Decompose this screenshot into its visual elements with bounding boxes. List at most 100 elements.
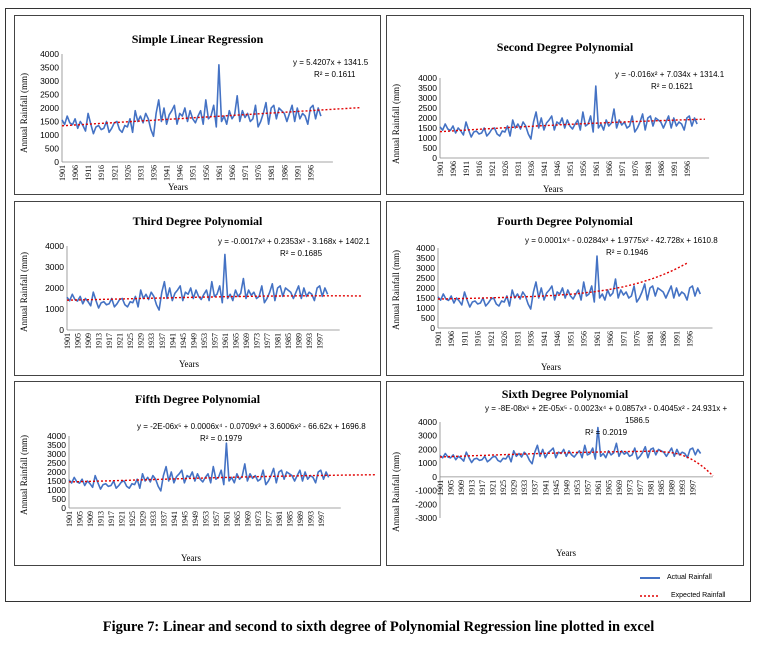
x-tick-label: 1996	[686, 331, 695, 347]
x-tick-label: 1986	[659, 331, 668, 347]
chart-title: Second Degree Polynomial	[496, 40, 634, 54]
y-tick-label: 0	[54, 157, 59, 167]
x-tick-label: 1966	[228, 165, 237, 181]
x-tick-label: 1931	[136, 165, 145, 181]
y-tick-label: 3500	[416, 253, 435, 263]
x-tick-label: 1991	[293, 165, 302, 181]
y-tick-label: 500	[423, 143, 437, 153]
x-tick-label: 1929	[138, 511, 147, 527]
trend-equation: y = -8E-08x⁶ + 2E-05x⁵ - 0.0023x⁴ + 0.08…	[485, 404, 728, 413]
legend-actual-label: Actual Rainfall	[667, 574, 712, 581]
y-tick-label: 1500	[416, 293, 435, 303]
chart-panel-poly3: 0 1000 2000 3000 4000 1901 1905 1909 1913 1917 192…	[14, 201, 381, 376]
x-tick-label: 1956	[580, 331, 589, 347]
chart-svg: -3000 -2000 -1000 0 1000 2000 3000 4000 1901 1905…	[415, 417, 714, 523]
y-tick-label: 0	[432, 153, 437, 163]
x-tick-label: 1925	[128, 511, 137, 527]
y-tick-label: 1000	[418, 458, 437, 468]
x-tick-label: 1957	[583, 480, 592, 496]
x-axis-label: Years	[555, 548, 577, 558]
x-tick-label: 1929	[510, 480, 519, 496]
x-tick-label: 1957	[210, 333, 219, 349]
x-tick-label: 1905	[75, 511, 84, 527]
chart-panel-linear: 0 500 1000 1500 2000 2500 3000 3500 4000 1901 1906…	[14, 15, 381, 195]
x-tick-label: 1921	[110, 165, 119, 181]
x-axis-label: Years	[167, 182, 189, 192]
y-axis-label: Annual Rainfall (mm)	[391, 452, 401, 532]
x-tick-label: 1926	[500, 331, 509, 347]
x-tick-label: 1946	[553, 331, 562, 347]
x-tick-label: 1941	[170, 511, 179, 527]
y-tick-label: 3000	[418, 93, 437, 103]
x-tick-label: 1933	[149, 511, 158, 527]
y-tick-label: 4000	[45, 241, 64, 251]
figure-frame: 0 500 1000 1500 2000 2500 3000 3500 4000 1901 1906…	[5, 8, 751, 602]
x-tick-label: 1971	[619, 331, 628, 347]
chart-title: Fifth Degree Polynomial	[134, 392, 261, 406]
x-tick-label: 1921	[488, 161, 497, 177]
x-tick-label: 1906	[447, 331, 456, 347]
x-tick-label: 1909	[84, 333, 93, 349]
chart-title: Fourth Degree Polynomial	[497, 214, 633, 228]
x-tick-label: 1969	[242, 333, 251, 349]
trend-equation: y = -2E-06x⁵ + 0.0006x⁴ - 0.0709x³ + 3.6…	[137, 422, 366, 431]
x-tick-label: 1981	[275, 511, 284, 527]
expected-rainfall-trendline	[439, 118, 706, 133]
x-tick-label: 1973	[626, 480, 635, 496]
expected-rainfall-trendline	[68, 474, 376, 483]
legend: Actual Rainfall Expected Rainfall	[638, 571, 753, 605]
x-tick-label: 1956	[579, 161, 588, 177]
x-tick-label: 1981	[274, 333, 283, 349]
trend-equation: y = 0.0001x⁴ - 0.0284x³ + 1.9775x² - 42.…	[525, 236, 718, 245]
y-tick-label: 1500	[47, 476, 66, 486]
y-tick-label: 0	[61, 503, 66, 513]
actual-rainfall-line	[439, 426, 702, 465]
y-axis-label: Annual Rainfall (mm)	[391, 84, 401, 164]
y-tick-label: 3000	[416, 263, 435, 273]
actual-rainfall-line	[61, 64, 322, 138]
y-tick-label: 2000	[418, 113, 437, 123]
trend-equation: y = 5.4207x + 1341.5	[293, 58, 369, 67]
x-tick-label: 1929	[137, 333, 146, 349]
x-tick-label: 1941	[163, 165, 172, 181]
x-tick-label: 1913	[95, 333, 104, 349]
x-tick-label: 1971	[241, 165, 250, 181]
chart-title: Simple Linear Regression	[131, 32, 264, 46]
x-tick-label: 1977	[264, 511, 273, 527]
x-tick-label: 1997	[316, 333, 325, 349]
x-tick-label: 1945	[179, 333, 188, 349]
x-tick-label: 1901	[436, 161, 445, 177]
x-tick-label: 1991	[672, 331, 681, 347]
x-tick-label: 1941	[168, 333, 177, 349]
trend-equation-continued: 1586.5	[625, 416, 650, 425]
x-tick-label: 1946	[176, 165, 185, 181]
x-tick-label: 1931	[514, 161, 523, 177]
figure-caption: Figure 7: Linear and second to sixth deg…	[102, 619, 655, 635]
x-tick-label: 1981	[647, 480, 656, 496]
x-tick-label: 1906	[449, 161, 458, 177]
x-tick-label: 1986	[280, 165, 289, 181]
x-tick-label: 1985	[285, 511, 294, 527]
x-tick-label: 1996	[683, 161, 692, 177]
x-tick-label: 1961	[215, 165, 224, 181]
x-tick-label: 1949	[189, 333, 198, 349]
y-tick-label: -3000	[415, 513, 437, 523]
x-tick-label: 1951	[566, 161, 575, 177]
x-tick-label: 1933	[147, 333, 156, 349]
chart-panel-poly2: 0 500 1000 1500 2000 2500 3000 3500 4000 1901 1906…	[386, 15, 744, 195]
x-tick-label: 1985	[284, 333, 293, 349]
x-axis-label: Years	[180, 553, 202, 563]
x-tick-label: 1905	[74, 333, 83, 349]
x-tick-label: 1969	[243, 511, 252, 527]
x-tick-label: 1909	[457, 480, 466, 496]
x-tick-label: 1925	[126, 333, 135, 349]
x-tick-label: 1926	[123, 165, 132, 181]
y-tick-label: 3500	[47, 440, 66, 450]
x-tick-label: 1993	[306, 511, 315, 527]
x-tick-label: 1901	[58, 165, 67, 181]
y-axis-label: Annual Rainfall (mm)	[19, 252, 29, 332]
legend-swatches	[640, 577, 660, 597]
x-tick-label: 1989	[668, 480, 677, 496]
y-tick-label: 3000	[47, 449, 66, 459]
